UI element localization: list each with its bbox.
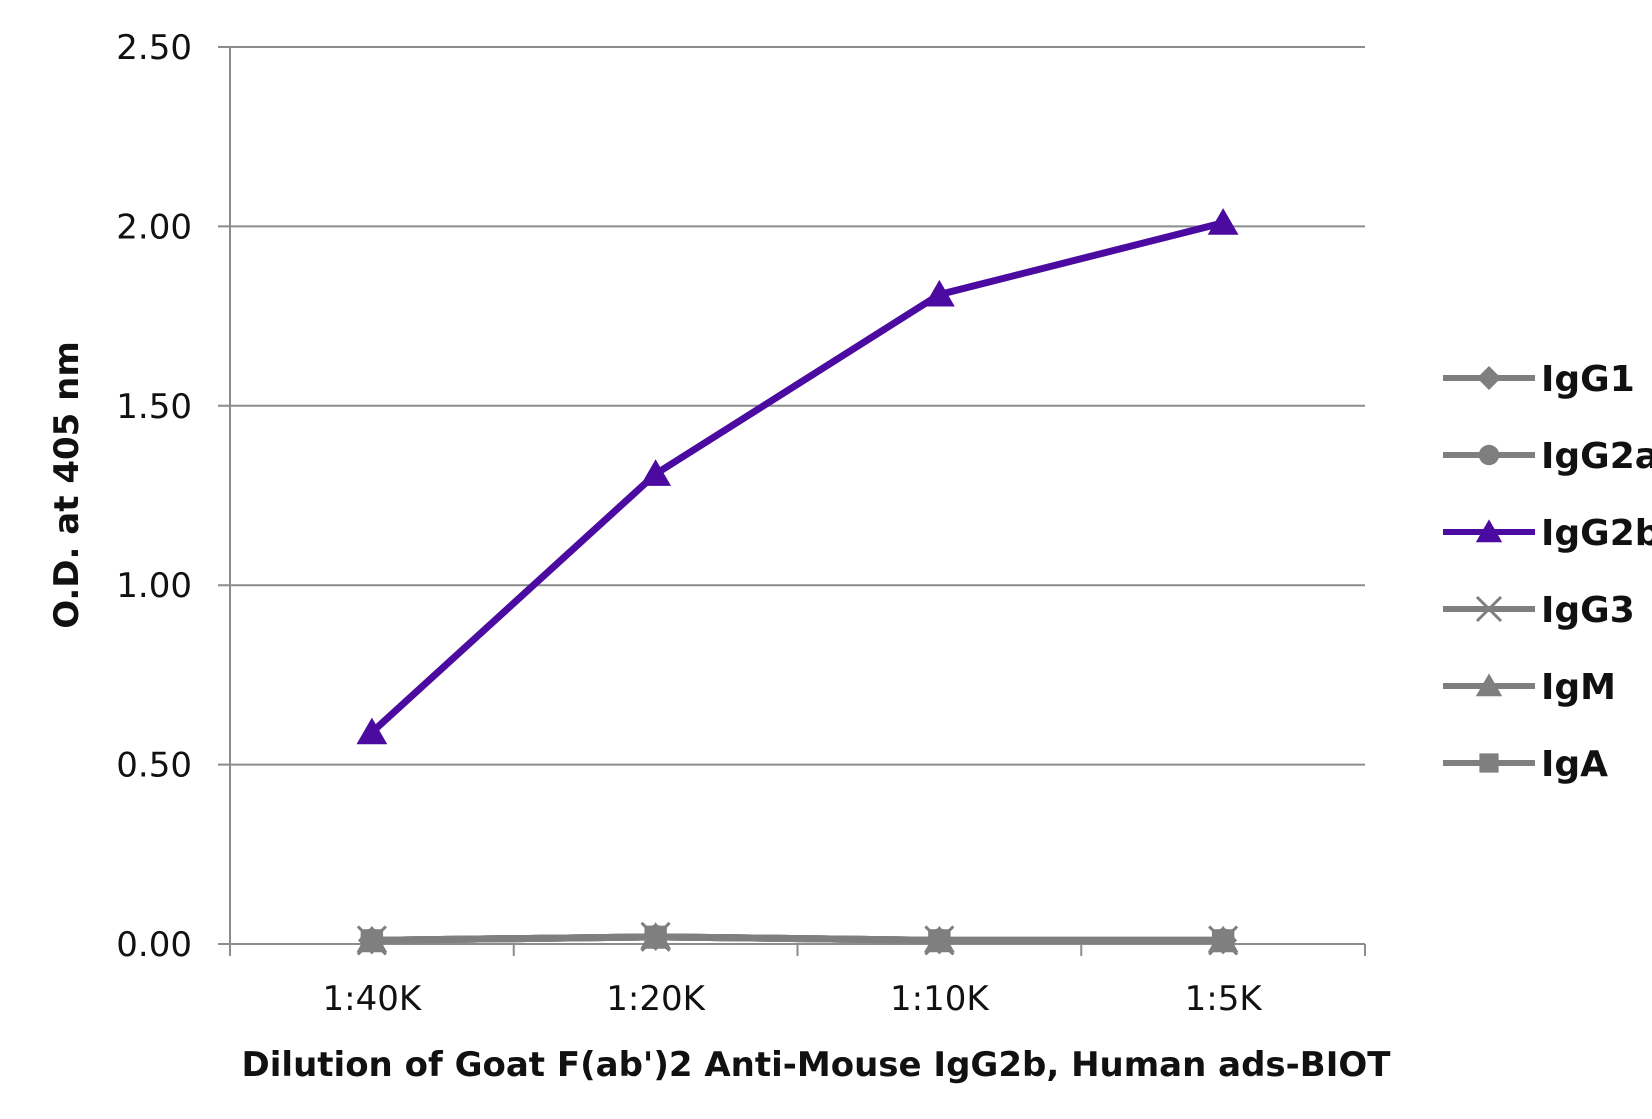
legend-label: IgA — [1541, 744, 1608, 785]
data-point — [923, 279, 955, 307]
data-point — [640, 459, 672, 486]
y-tick-label: 0.50 — [116, 746, 192, 786]
legend-label: IgG1 — [1541, 359, 1635, 400]
legend-marker-icon — [1478, 444, 1500, 466]
series-igg2b — [356, 208, 1239, 745]
legend-label: IgG3 — [1541, 590, 1635, 631]
legend-item-igg3: IgG3 — [1443, 590, 1635, 631]
y-tick-label: 0.00 — [116, 925, 192, 965]
legend-label: IgG2a — [1541, 436, 1652, 477]
legend-item-igm: IgM — [1443, 667, 1616, 708]
legend-marker-icon — [1477, 366, 1501, 390]
data-point — [360, 929, 384, 952]
legend-marker-icon — [1475, 595, 1503, 623]
legend-item-igg2a: IgG2a — [1443, 436, 1652, 477]
y-tick-label: 1.50 — [116, 387, 192, 427]
y-tick-label: 1.00 — [116, 566, 192, 606]
data-point — [928, 929, 951, 952]
x-tick-label: 1:20K — [606, 979, 706, 1019]
data-point — [356, 717, 388, 745]
legend-item-igg2b: IgG2b — [1443, 513, 1652, 554]
legend-marker-icon — [1475, 519, 1503, 543]
series-line — [371, 933, 1224, 944]
series-iga — [360, 925, 1235, 952]
x-tick-label: 1:10K — [890, 979, 990, 1019]
y-axis-title: O.D. at 405 nm — [47, 341, 87, 629]
legend-item-igg1: IgG1 — [1443, 359, 1635, 400]
legend-item-iga: IgA — [1443, 744, 1608, 785]
series-group — [356, 208, 1239, 956]
y-tick-label: 2.50 — [116, 28, 192, 68]
x-tick-label: 1:5K — [1185, 979, 1264, 1019]
legend-label: IgM — [1541, 667, 1616, 708]
grid — [218, 46, 1365, 766]
y-axis-ticks: 0.00 0.50 1.00 1.50 2.00 2.50 — [116, 28, 192, 965]
data-point — [1211, 929, 1235, 952]
x-tick-label: 1:40K — [323, 979, 423, 1019]
legend-marker-icon — [1475, 673, 1503, 697]
y-tick-label: 2.00 — [116, 207, 192, 247]
legend: IgG1 IgG2a IgG2b IgG3 IgM IgA — [1443, 359, 1652, 785]
x-axis-title: Dilution of Goat F(ab')2 Anti-Mouse IgG2… — [242, 1045, 1392, 1085]
data-point — [1207, 208, 1239, 235]
legend-label: IgG2b — [1541, 513, 1652, 554]
legend-marker-icon — [1479, 753, 1499, 773]
axes — [218, 47, 1366, 956]
data-point — [644, 925, 667, 949]
series-line — [369, 219, 1224, 735]
x-axis-ticks: 1:40K 1:20K 1:10K 1:5K — [323, 979, 1264, 1019]
